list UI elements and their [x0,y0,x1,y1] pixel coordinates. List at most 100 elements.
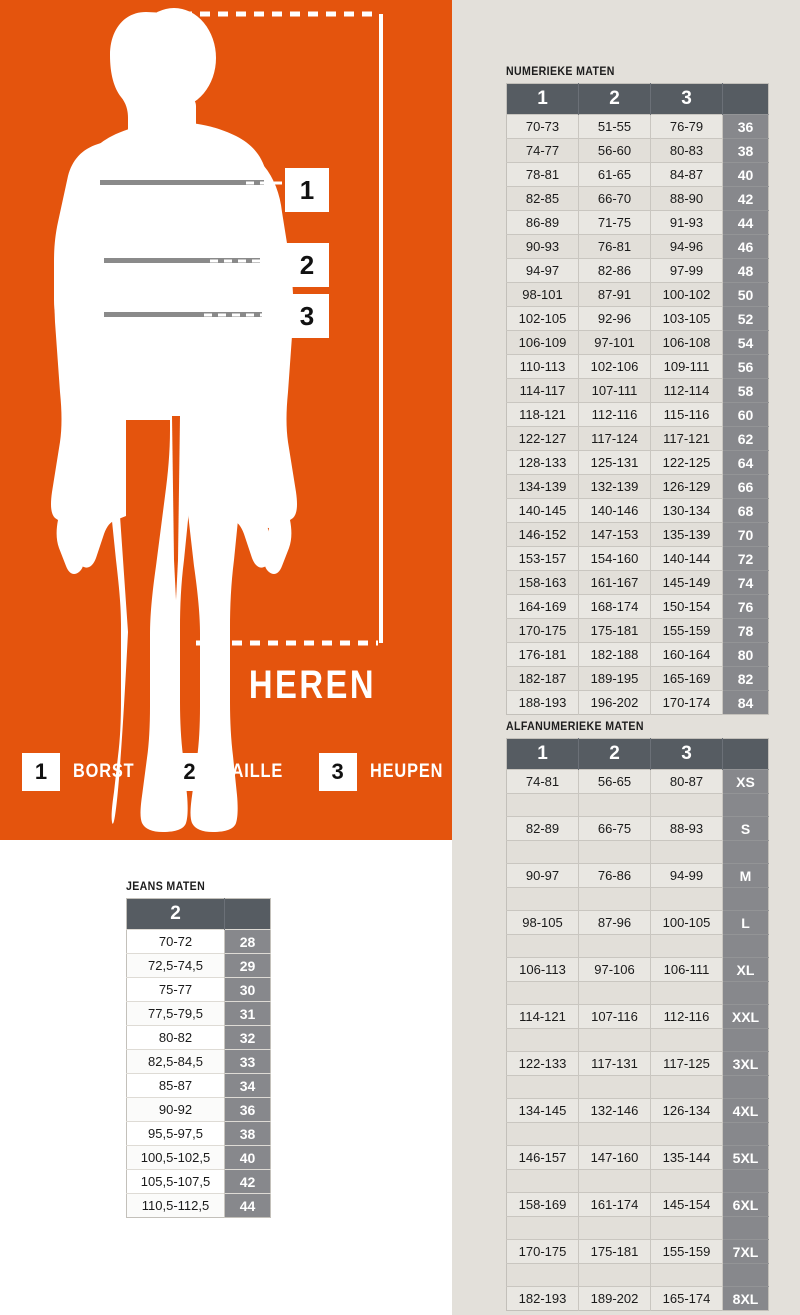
size-cell: 46 [722,234,769,259]
table-row: 134-145 132-146 126-134 4XL [506,1098,769,1123]
size-cell: 48 [722,258,769,283]
measure-cell [506,887,579,911]
measure-cell [650,1169,723,1193]
measure-cell: 118-121 [506,402,579,427]
measure-cell: 91-93 [650,210,723,235]
column-header-1: 1 [506,738,579,770]
measure-cell: 112-116 [650,1004,723,1029]
measure-cell: 106-109 [506,330,579,355]
measure-cell: 102-106 [578,354,651,379]
legend-label-hips: HEUPEN [369,761,443,782]
column-header-size [224,898,271,930]
size-cell: 32 [224,1025,271,1050]
legend-label-waist: TAILLE [221,761,283,782]
measure-cell [650,840,723,864]
measure-cell: 72,5-74,5 [126,953,225,978]
size-cell: 5XL [722,1145,769,1170]
size-cell: 33 [224,1049,271,1074]
size-cell: 30 [224,977,271,1002]
measure-cell: 82-85 [506,186,579,211]
table-row: 90-97 76-86 94-99 M [506,863,769,888]
table-row: 78-81 61-65 84-87 40 [506,162,769,187]
chest-marker: 1 [285,168,329,212]
measure-cell: 98-101 [506,282,579,307]
measure-cell: 87-96 [578,910,651,935]
measure-cell: 106-113 [506,957,579,982]
measure-cell [506,840,579,864]
measure-cell: 97-101 [578,330,651,355]
size-cell: 44 [224,1193,271,1218]
measure-cell: 122-127 [506,426,579,451]
size-cell: 76 [722,594,769,619]
measure-cell [506,1216,579,1240]
table-row: 188-193 196-202 170-174 84 [506,690,769,715]
size-cell: 80 [722,642,769,667]
page-title: HEREN [248,663,376,707]
size-cell: 6XL [722,1192,769,1217]
waist-band [104,258,260,263]
table-row: 90-93 76-81 94-96 46 [506,234,769,259]
measure-cell: 74-81 [506,769,579,794]
table-row: 170-175 175-181 155-159 7XL [506,1239,769,1264]
table-row: 110-113 102-106 109-111 56 [506,354,769,379]
table-row: 100,5-102,5 40 [126,1145,271,1170]
size-cell: S [722,816,769,841]
table-row: 182-193 189-202 165-174 8XL [506,1286,769,1311]
table-spacer-row [506,793,769,817]
measure-cell: 170-175 [506,618,579,643]
table-spacer-row [506,1263,769,1287]
size-cell: 38 [722,138,769,163]
measure-cell: 70-72 [126,929,225,954]
measure-cell: 182-188 [578,642,651,667]
table-row: 86-89 71-75 91-93 44 [506,210,769,235]
measure-cell: 80-83 [650,138,723,163]
size-cell: 58 [722,378,769,403]
hips-band [104,312,262,317]
measure-cell: 175-181 [578,618,651,643]
waist-marker: 2 [285,243,329,287]
measure-cell [650,1028,723,1052]
measure-cell: 182-187 [506,666,579,691]
table-row: 85-87 34 [126,1073,271,1098]
legend-item-waist: 2 TAILLE [170,753,319,791]
measure-cell: 146-152 [506,522,579,547]
table-spacer-row [506,981,769,1005]
size-cell [722,934,769,958]
measure-cell: 85-87 [126,1073,225,1098]
alphanumeric-table-body: 74-81 56-65 80-87 XS 82-89 66-75 88-93 S 90-97 76… [506,769,769,1311]
column-header-size [722,83,769,115]
jeans-size-table: 2 70-72 28 72,5-74,5 29 75-77 30 77,5-79,5 31 80… [126,898,271,1218]
size-cell: 54 [722,330,769,355]
measure-cell: 158-163 [506,570,579,595]
measure-cell: 107-116 [578,1004,651,1029]
size-cell: 62 [722,426,769,451]
size-cell: 28 [224,929,271,954]
measure-cell: 82-86 [578,258,651,283]
table-row: 140-145 140-146 130-134 68 [506,498,769,523]
measure-cell: 97-99 [650,258,723,283]
table-spacer-row [506,1075,769,1099]
measure-cell: 170-174 [650,690,723,715]
measure-cell: 135-144 [650,1145,723,1170]
measure-cell: 84-87 [650,162,723,187]
measure-cell: 92-96 [578,306,651,331]
measure-cell: 125-131 [578,450,651,475]
measure-cell: 77,5-79,5 [126,1001,225,1026]
size-cell: 60 [722,402,769,427]
measure-cell: 145-154 [650,1192,723,1217]
table-row: 158-169 161-174 145-154 6XL [506,1192,769,1217]
measure-cell: 168-174 [578,594,651,619]
measure-cell: 87-91 [578,282,651,307]
table-row: 146-152 147-153 135-139 70 [506,522,769,547]
size-cell: 38 [224,1121,271,1146]
measure-cell [650,887,723,911]
table-spacer-row [506,934,769,958]
measure-cell: 115-116 [650,402,723,427]
table-row: 128-133 125-131 122-125 64 [506,450,769,475]
measure-cell: 51-55 [578,114,651,139]
table-row: 70-72 28 [126,929,271,954]
measure-cell: 135-139 [650,522,723,547]
measure-cell: 82,5-84,5 [126,1049,225,1074]
